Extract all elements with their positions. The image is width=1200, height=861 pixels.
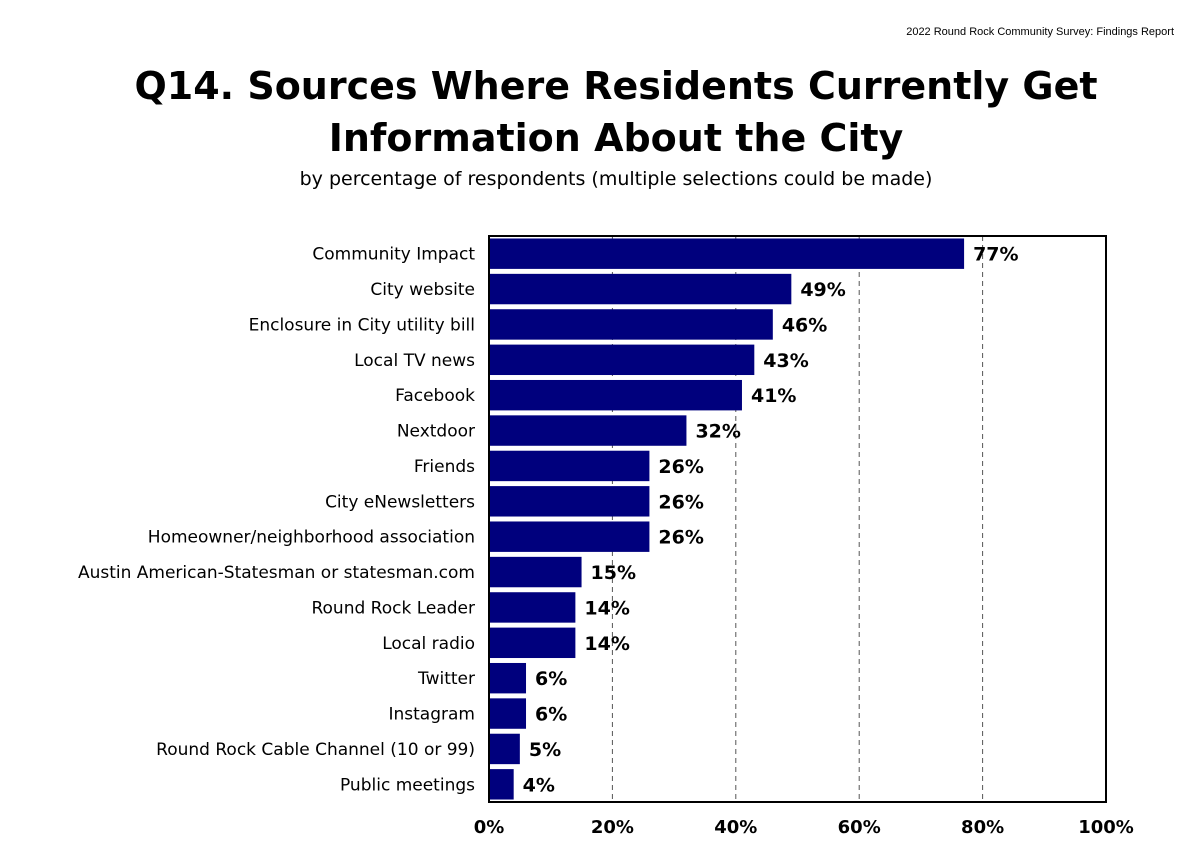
value-label: 5% xyxy=(529,739,561,761)
bar xyxy=(489,698,527,729)
value-label: 41% xyxy=(751,385,796,407)
bar xyxy=(489,769,514,800)
x-tick-label: 0% xyxy=(474,817,505,838)
bar xyxy=(489,379,742,411)
x-tick-label: 20% xyxy=(591,817,634,838)
category-label: Local radio xyxy=(382,634,475,654)
value-label: 6% xyxy=(535,704,567,726)
value-label: 32% xyxy=(695,421,740,443)
category-label: City eNewsletters xyxy=(325,492,475,512)
category-label: Friends xyxy=(414,457,475,477)
bar xyxy=(489,273,792,305)
value-label: 49% xyxy=(800,279,845,301)
value-label: 46% xyxy=(782,314,827,336)
report-header: 2022 Round Rock Community Survey: Findin… xyxy=(906,26,1174,38)
bar xyxy=(489,415,687,446)
bar xyxy=(489,309,773,340)
x-tick-label: 40% xyxy=(714,817,757,838)
category-label: Community Impact xyxy=(312,245,475,265)
x-tick-label: 80% xyxy=(961,817,1004,838)
chart-title-line-2: Information About the City xyxy=(328,116,904,160)
value-label: 4% xyxy=(523,774,555,796)
x-tick-label: 100% xyxy=(1078,817,1134,838)
value-label: 26% xyxy=(658,491,703,513)
category-label: Instagram xyxy=(389,705,476,725)
value-label: 43% xyxy=(763,350,808,372)
chart-subtitle: by percentage of respondents (multiple s… xyxy=(299,168,933,190)
category-label: Local TV news xyxy=(354,351,475,371)
x-tick-label: 60% xyxy=(838,817,881,838)
category-label: Homeowner/neighborhood association xyxy=(148,528,475,548)
bar xyxy=(489,486,650,517)
category-label: Round Rock Cable Channel (10 or 99) xyxy=(156,740,475,760)
category-label: Twitter xyxy=(417,669,475,689)
bar xyxy=(489,521,650,552)
bar xyxy=(489,450,650,482)
value-label: 14% xyxy=(584,597,629,619)
value-label: 26% xyxy=(658,527,703,549)
value-label: 14% xyxy=(584,633,629,655)
category-label: Public meetings xyxy=(340,775,475,795)
chart-title-line-1: Q14. Sources Where Residents Currently G… xyxy=(134,64,1098,108)
category-label: Nextdoor xyxy=(397,422,475,442)
bar xyxy=(489,592,576,623)
value-label: 77% xyxy=(973,244,1018,266)
bar xyxy=(489,733,520,765)
category-label: Facebook xyxy=(395,386,475,406)
bar xyxy=(489,662,527,694)
category-label: City website xyxy=(370,280,475,300)
category-label: Austin American-Statesman or statesman.c… xyxy=(78,563,475,583)
category-label: Round Rock Leader xyxy=(311,598,475,618)
bar xyxy=(489,627,576,659)
bar xyxy=(489,344,755,376)
value-label: 26% xyxy=(658,456,703,478)
bar xyxy=(489,556,582,588)
plot-frame xyxy=(488,235,1107,803)
bar xyxy=(489,238,965,269)
value-label: 15% xyxy=(591,562,636,584)
value-label: 6% xyxy=(535,668,567,690)
category-label: Enclosure in City utility bill xyxy=(249,315,475,335)
